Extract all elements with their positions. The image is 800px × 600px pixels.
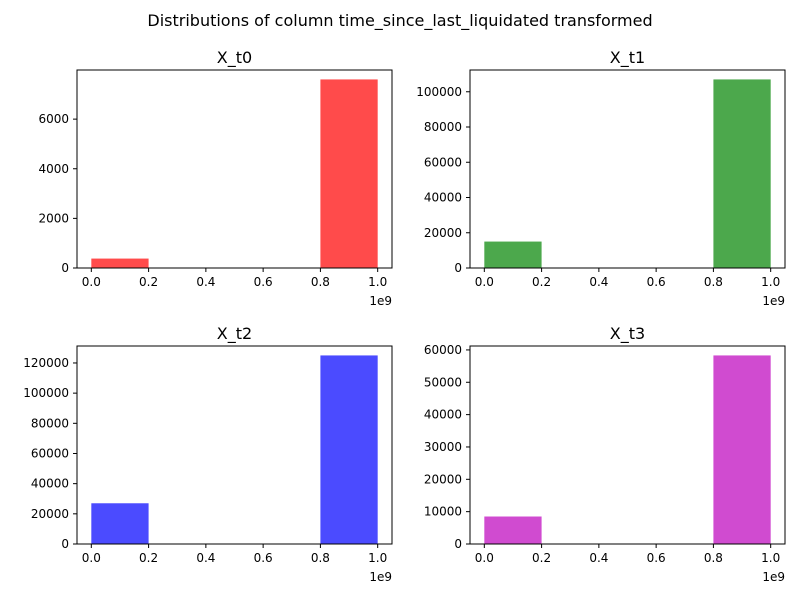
x-tick-label: 1.0 [761,551,780,565]
y-tick-label: 20000 [424,226,462,240]
y-tick-label: 30000 [424,440,462,454]
subplot-title: X_t0 [217,48,252,68]
y-tick-label: 60000 [424,343,462,357]
y-tick-label: 50000 [424,375,462,389]
x-tick-label: 0.4 [589,275,608,289]
y-tick-label: 0 [61,537,69,551]
subplot-3: X_t3 0.0 0.2 0.4 0.6 0.8 1.0 1e9 0 10000 20000 3000… [424,324,786,584]
y-tick-label: 100000 [416,85,462,99]
x-offset-label: 1e9 [369,294,392,308]
subplot-0: X_t0 0.0 0.2 0.4 0.6 0.8 1.0 1e9 0 2000 4000 6000 [38,48,393,308]
y-tick-label: 40000 [424,408,462,422]
histogram-bar [320,79,378,268]
y-tick-label: 0 [61,261,69,275]
x-tick-label: 0.6 [647,275,666,289]
y-tick-label: 6000 [38,112,69,126]
y-tick-label: 0 [454,537,462,551]
x-tick-label: 0.2 [139,551,158,565]
x-tick-label: 1.0 [368,551,387,565]
x-tick-label: 0.0 [475,551,494,565]
x-tick-label: 0.6 [254,551,273,565]
x-tick-label: 0.0 [82,551,101,565]
subplot-title: X_t1 [610,48,645,68]
y-tick-label: 10000 [424,505,462,519]
x-tick-label: 0.0 [475,275,494,289]
x-tick-label: 0.8 [704,551,723,565]
subplot-title: X_t2 [217,324,252,344]
x-tick-label: 0.2 [532,551,551,565]
subplot-title: X_t3 [610,324,645,344]
x-tick-label: 0.2 [532,275,551,289]
y-tick-label: 80000 [424,120,462,134]
axes-frame [76,345,393,545]
histogram-bar [91,503,149,544]
histogram-bar [320,355,378,544]
x-tick-label: 0.4 [196,551,215,565]
subplot-1: X_t1 0.0 0.2 0.4 0.6 0.8 1.0 1e9 0 20000 40000 6000… [416,48,786,308]
x-tick-label: 0.6 [647,551,666,565]
x-tick-label: 0.8 [704,275,723,289]
axes-frame [469,69,786,269]
x-offset-label: 1e9 [369,570,392,584]
y-tick-label: 60000 [424,155,462,169]
y-tick-label: 100000 [23,386,69,400]
x-tick-label: 0.0 [82,275,101,289]
x-offset-label: 1e9 [762,294,785,308]
x-tick-label: 0.4 [196,275,215,289]
x-tick-label: 1.0 [761,275,780,289]
y-tick-label: 40000 [424,191,462,205]
y-tick-label: 4000 [38,162,69,176]
y-tick-label: 60000 [31,446,69,460]
y-tick-label: 2000 [38,211,69,225]
x-tick-label: 0.8 [311,551,330,565]
x-tick-label: 0.8 [311,275,330,289]
histogram-bar [484,516,542,544]
y-tick-label: 40000 [31,477,69,491]
y-tick-label: 120000 [23,356,69,370]
x-tick-label: 0.4 [589,551,608,565]
y-tick-label: 20000 [31,507,69,521]
x-tick-label: 0.2 [139,275,158,289]
axes-frame [469,345,786,545]
x-offset-label: 1e9 [762,570,785,584]
y-tick-label: 20000 [424,472,462,486]
y-tick-label: 0 [454,261,462,275]
subplot-2: X_t2 0.0 0.2 0.4 0.6 0.8 1.0 1e9 0 20000 40000 6000… [23,324,393,584]
y-tick-label: 80000 [31,416,69,430]
x-tick-label: 1.0 [368,275,387,289]
histogram-bar [484,241,542,268]
histogram-bar [713,355,771,544]
x-tick-label: 0.6 [254,275,273,289]
subplot-grid: X_t00.0 0.2 0.4 0.6 0.8 1.01e90200040006000X_… [23,48,786,584]
histogram-bar [91,258,149,268]
histogram-bar [713,79,771,268]
figure-title: Distributions of column time_since_last_… [147,11,652,31]
